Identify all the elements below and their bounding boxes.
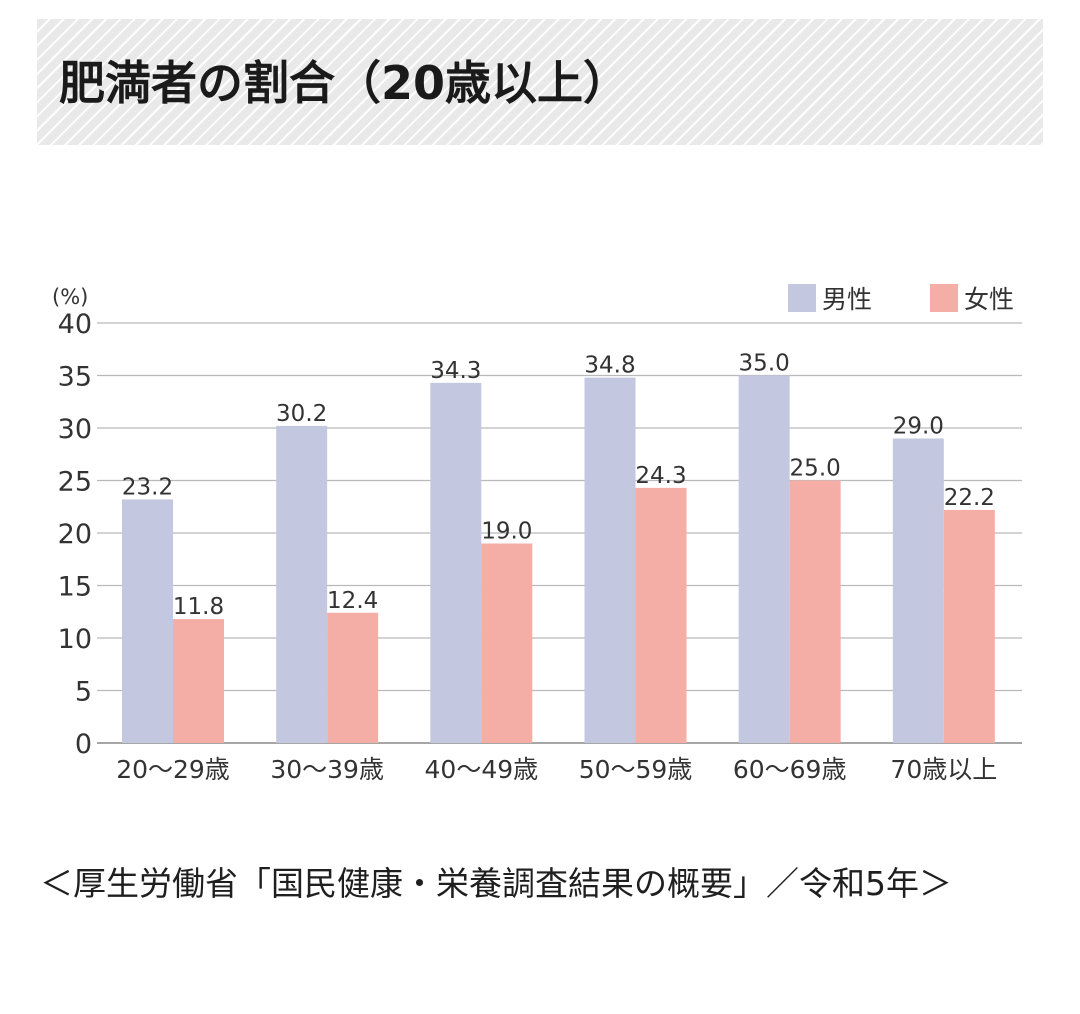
bar-female (943, 509, 995, 743)
page-title: 肥満者の割合（20歳以上） (59, 56, 630, 110)
legend-label: 女性 (964, 285, 1014, 314)
legend-swatch-female (930, 284, 958, 312)
chart-container: (%) 0 5 10 15 20 25 30 35 40 23.2 11.8 20～29歳 30.2 12.… (0, 270, 1080, 800)
bar-male (584, 377, 636, 743)
bar-male (122, 499, 173, 743)
x-tick-label: 20～29歳 (116, 755, 230, 784)
y-tick-label: 20 (58, 519, 92, 550)
bar-male (276, 425, 328, 743)
data-label: 24.3 (635, 463, 686, 489)
title-banner: 肥満者の割合（20歳以上） (37, 19, 1043, 145)
data-label: 19.0 (481, 519, 532, 545)
y-tick-label: 25 (58, 467, 92, 498)
bar-female (327, 612, 379, 743)
data-label: 23.2 (122, 474, 173, 500)
y-tick-label: 30 (58, 414, 92, 445)
data-label: 22.2 (944, 485, 995, 511)
x-tick-label: 50～59歳 (579, 755, 693, 784)
bar-male (892, 438, 944, 743)
bar-male (430, 382, 482, 743)
data-label: 29.0 (893, 414, 944, 440)
bar-female (173, 619, 224, 743)
bar-female (481, 543, 533, 743)
y-tick-label: 0 (75, 729, 92, 760)
bar-female (635, 487, 687, 743)
legend-label: 男性 (822, 285, 872, 314)
y-tick-label: 15 (58, 572, 92, 603)
data-label: 34.8 (584, 353, 635, 379)
data-label: 34.3 (430, 358, 481, 384)
data-label: 30.2 (276, 401, 327, 427)
y-tick-label: 40 (58, 309, 92, 340)
legend-swatch-male (788, 284, 816, 312)
data-label: 35.0 (739, 351, 790, 377)
bar-chart: (%) 0 5 10 15 20 25 30 35 40 23.2 11.8 20～29歳 30.2 12.… (52, 284, 1022, 784)
y-axis-unit-label: (%) (52, 285, 88, 309)
source-citation: ＜厚生労働省「国民健康・栄養調査結果の概要」／令和5年＞ (40, 864, 952, 903)
y-tick-label: 35 (58, 362, 92, 393)
data-label: 25.0 (790, 456, 841, 482)
data-label: 12.4 (327, 588, 378, 614)
x-tick-label: 60～69歳 (733, 755, 847, 784)
y-tick-label: 5 (75, 677, 92, 708)
x-tick-label: 70歳以上 (890, 755, 997, 784)
data-label: 11.8 (173, 594, 224, 620)
bar-female (789, 480, 841, 743)
bar-male (738, 375, 790, 743)
x-tick-label: 30～39歳 (270, 755, 384, 784)
x-tick-label: 40～49歳 (425, 755, 539, 784)
y-tick-label: 10 (58, 624, 92, 655)
